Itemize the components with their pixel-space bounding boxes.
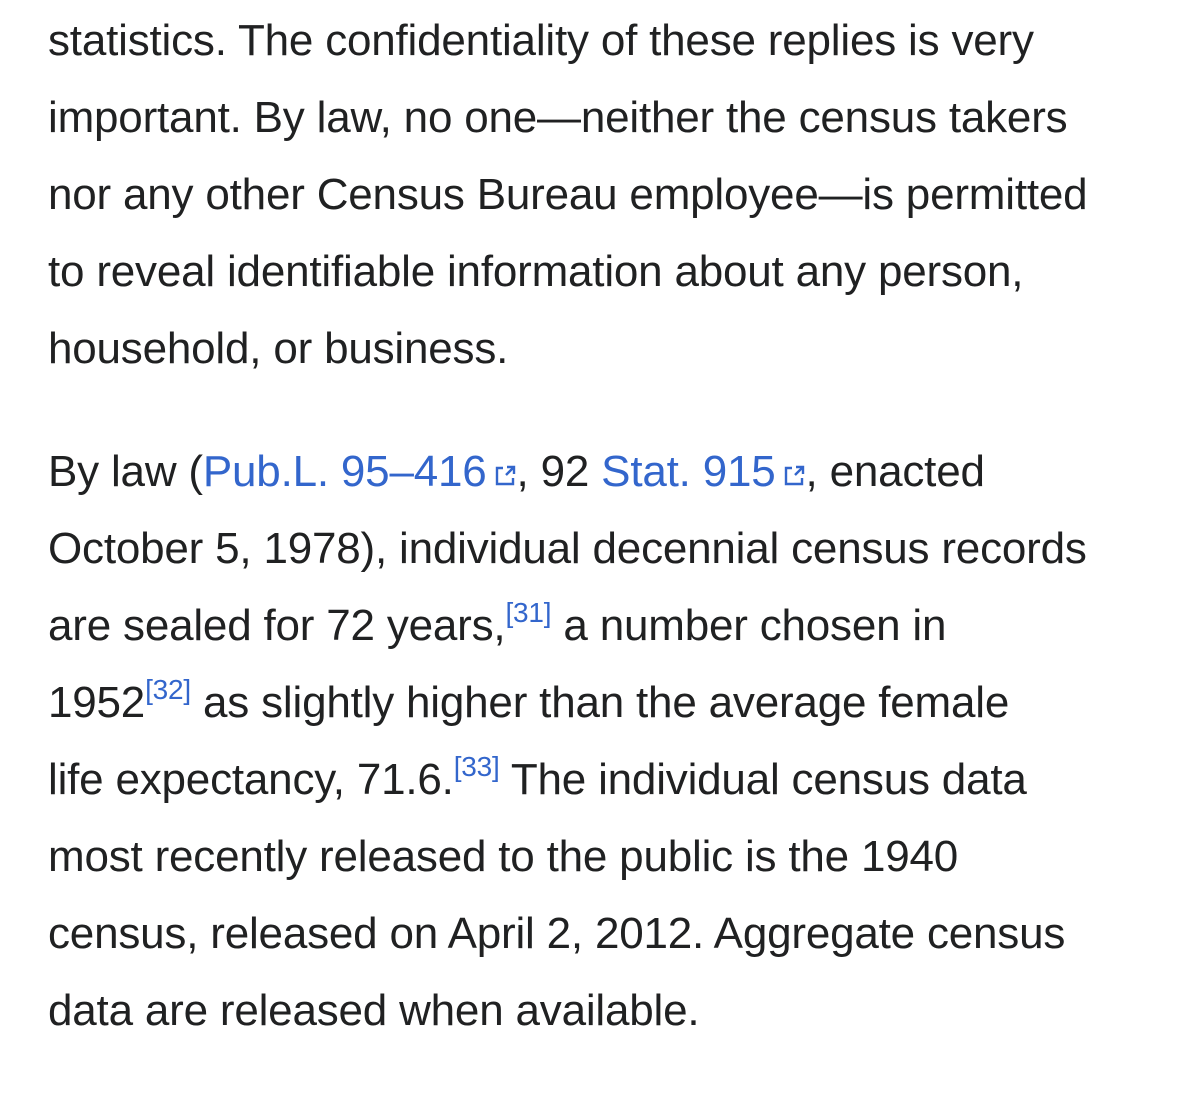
text-number-chosen: a number chosen in: [551, 601, 947, 650]
text-slightly-higher: as slightly higher than the average fema…: [191, 678, 1010, 727]
paragraph-1-line-5: household, or business.: [48, 324, 509, 373]
paragraph-1-line-3: nor any other Census Bureau employee—is …: [48, 170, 1088, 219]
paragraph-2-line-5: life expectancy, 71.6.[33] The individua…: [48, 741, 1027, 819]
stat-link[interactable]: Stat. 915: [601, 447, 805, 496]
paragraph-2-line-3: are sealed for 72 years,[31] a number ch…: [48, 587, 946, 665]
paragraph-2-line-6: most recently released to the public is …: [48, 832, 959, 881]
paragraph-1-line-2: important. By law, no one—neither the ce…: [48, 93, 1068, 142]
stat-link-label: Stat. 915: [601, 447, 776, 496]
text-individual-census: The individual census data: [499, 755, 1027, 804]
external-link-icon: [493, 464, 517, 488]
reference-33-link[interactable]: [33]: [453, 751, 500, 782]
text-92: , 92: [516, 447, 602, 496]
text-by-law: By law (: [48, 447, 203, 496]
reference-32-link[interactable]: [32]: [145, 674, 191, 705]
paragraph-2-line-8: data are released when available.: [48, 986, 700, 1035]
paragraph-1-line-1: statistics. The confidentiality of these…: [48, 16, 1034, 65]
paragraph-2-line-4: 1952[32] as slightly higher than the ave…: [48, 664, 1009, 742]
reference-31-link[interactable]: [31]: [505, 597, 552, 628]
publ-link[interactable]: Pub.L. 95–416: [203, 447, 517, 496]
text-sealed: are sealed for 72 years,: [48, 601, 506, 650]
text-life-expectancy: life expectancy, 71.6.: [48, 755, 454, 804]
text-enacted: , enacted: [805, 447, 985, 496]
paragraph-2-line-7: census, released on April 2, 2012. Aggre…: [48, 909, 1066, 958]
paragraph-2-line-1: By law (Pub.L. 95–416 , 92 Stat. 915 , ena…: [48, 433, 985, 511]
external-link-icon: [782, 464, 806, 488]
publ-link-label: Pub.L. 95–416: [202, 447, 487, 496]
text-1952: 1952: [48, 678, 146, 727]
paragraph-1-line-4: to reveal identifiable information about…: [48, 247, 1024, 296]
paragraph-2-line-2: October 5, 1978), individual decennial c…: [48, 524, 1087, 573]
